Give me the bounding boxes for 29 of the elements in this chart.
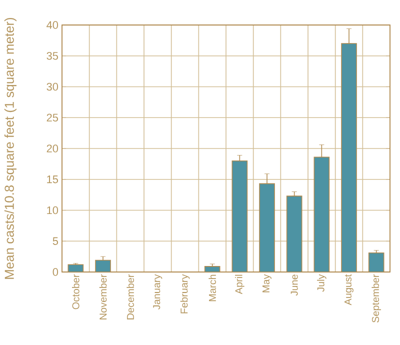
y-tick-label: 0 [52,268,58,276]
x-tick-label: June [290,274,298,296]
x-tick-label: January [153,274,162,310]
x-tick-label: July [317,274,326,292]
bar [259,183,275,272]
y-tick-label: 5 [52,237,58,245]
y-tick-label: 25 [46,114,58,122]
bar [314,156,330,272]
bar [341,43,357,272]
y-tick-label: 35 [46,52,58,60]
x-tick-label: September [372,274,381,322]
y-tick-label: 20 [46,144,58,152]
y-axis-title: Mean casts/10.8 square feet (1 square meter) [4,18,16,279]
x-tick-label: October [72,274,80,310]
x-tick-label: February [180,274,190,314]
x-tick-label: August [344,274,354,306]
y-tick-label: 10 [47,206,58,214]
x-tick-label: April [235,274,244,294]
bar [286,196,302,272]
bar [96,260,110,272]
y-tick-label: 15 [47,176,58,184]
bar [232,160,248,272]
y-tick-label: 40 [46,21,58,29]
x-tick-label: March [208,274,216,302]
x-tick-label: November [99,274,107,320]
y-tick-label: 30 [46,82,58,91]
x-tick-label: December [126,274,134,320]
bar [368,252,384,272]
x-tick-label: May [262,274,272,292]
